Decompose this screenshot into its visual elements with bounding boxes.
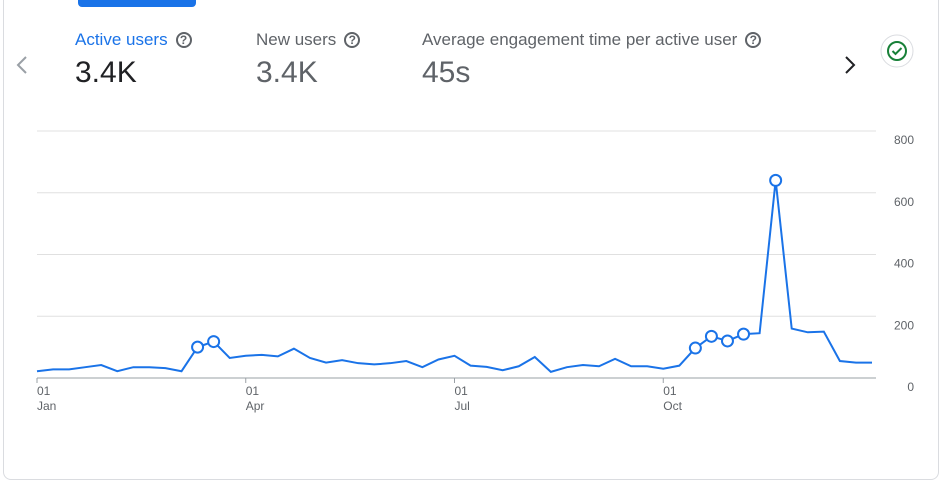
y-tick-label: 0: [907, 380, 914, 394]
metric-label: Average engagement time per active user: [422, 30, 738, 49]
anomaly-marker: [737, 327, 751, 341]
line-series: [36, 180, 872, 373]
help-icon: ?: [344, 32, 361, 48]
metric-label: New users: [256, 30, 337, 49]
anomaly-marker: [704, 329, 718, 343]
metric-tab[interactable]: Active users? 3.4K: [75, 30, 192, 90]
x-tick-label: 01 Jan: [37, 384, 57, 413]
x-tick-label: 01 Jul: [454, 384, 470, 413]
metric-value: 3.4K: [75, 56, 137, 89]
anomaly-marker: [688, 341, 702, 355]
next-arrow[interactable]: [842, 55, 858, 75]
anomaly-marker: [720, 334, 734, 348]
x-tick-label: 01 Oct: [663, 384, 682, 413]
metric-tab[interactable]: New users? 3.4K: [256, 30, 361, 90]
help-icon: ?: [175, 32, 192, 48]
active-tab-indicator: [78, 0, 196, 7]
y-tick-label: 200: [894, 318, 914, 332]
metric-label-row: Average engagement time per active user?: [422, 30, 762, 50]
metric-value: 45s: [422, 56, 471, 89]
metric-label-row: Active users?: [75, 30, 192, 50]
prev-arrow[interactable]: [14, 55, 30, 75]
y-tick-label: 600: [894, 195, 914, 209]
help-icon: ?: [745, 32, 762, 48]
metric-value: 3.4K: [256, 56, 318, 89]
y-tick-label: 800: [894, 133, 914, 147]
y-tick-label: 400: [894, 257, 914, 271]
anomaly-marker: [191, 340, 205, 354]
metric-label: Active users: [75, 30, 168, 49]
card-border: [3, 0, 939, 480]
metric-label-row: New users?: [256, 30, 361, 50]
metric-tab[interactable]: Average engagement time per active user?…: [422, 30, 762, 90]
x-tick-label: 01 Apr: [245, 384, 265, 413]
status-icon[interactable]: [880, 34, 914, 68]
anomaly-marker: [769, 173, 783, 187]
anomaly-marker: [207, 335, 221, 349]
